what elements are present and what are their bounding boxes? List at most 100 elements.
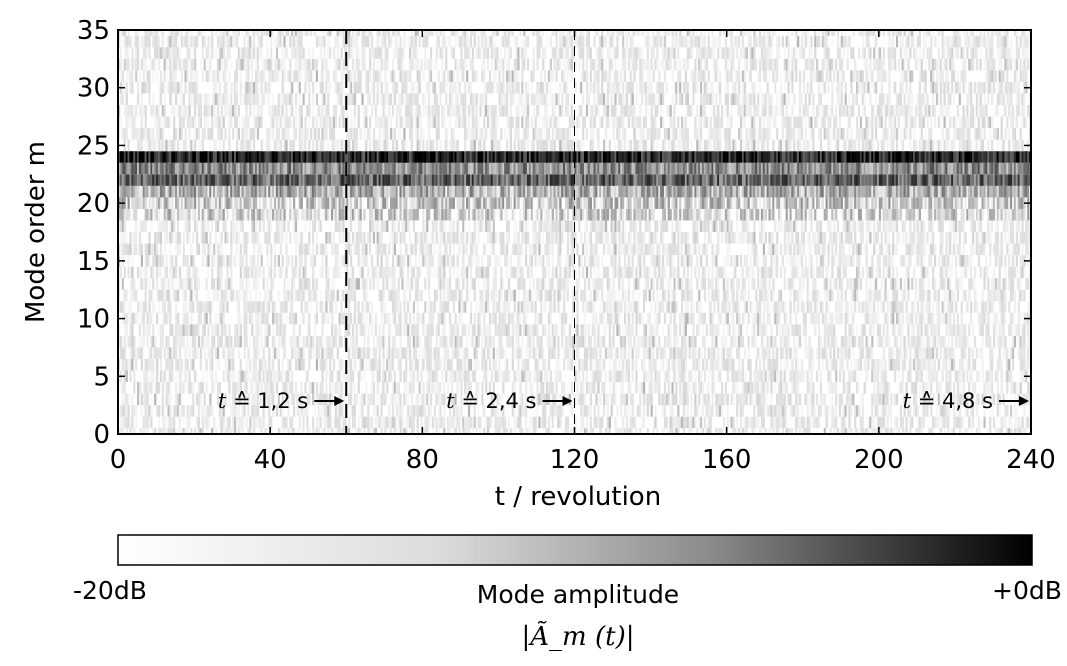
heatmap-cell: [190, 324, 193, 336]
heatmap-cell: [157, 416, 161, 429]
heatmap-cell: [336, 289, 339, 302]
heatmap-cell: [283, 416, 286, 429]
heatmap-cell: [966, 428, 969, 434]
heatmap-cell: [637, 301, 640, 313]
heatmap-cell: [323, 358, 326, 371]
heatmap-cell: [249, 255, 252, 267]
heatmap-cell: [433, 358, 436, 371]
heatmap-cell: [142, 324, 145, 336]
heatmap-cell: [445, 301, 448, 313]
heatmap-cell: [532, 393, 535, 406]
heatmap-cell: [612, 278, 615, 290]
heatmap-cell: [382, 301, 385, 313]
heatmap-cell: [966, 358, 969, 371]
heatmap-cell: [937, 358, 940, 371]
heatmap-cell: [720, 347, 724, 359]
heatmap-cell: [292, 312, 296, 325]
heatmap-cell: [321, 358, 324, 371]
heatmap-cell: [506, 428, 509, 434]
heatmap-cell: [947, 335, 950, 348]
heatmap-cell: [123, 405, 126, 417]
heatmap-cell: [983, 416, 986, 429]
heatmap-cell: [897, 301, 901, 313]
heatmap-cell: [856, 255, 859, 267]
heatmap-cell: [871, 370, 874, 383]
heatmap-cell: [243, 382, 246, 394]
heatmap-cell: [785, 255, 788, 267]
heatmap-cell: [738, 370, 741, 383]
heatmap-cell: [684, 255, 688, 267]
heatmap-cell: [827, 324, 830, 336]
heatmap-cell: [289, 416, 292, 429]
heatmap-cell: [907, 335, 910, 348]
heatmap-cell: [757, 382, 760, 394]
heatmap-cell: [161, 324, 164, 336]
heatmap-cell: [994, 312, 998, 325]
heatmap-cell: [329, 393, 332, 406]
heatmap-cell: [724, 335, 727, 348]
heatmap-cell: [629, 324, 632, 336]
heatmap-cell: [700, 278, 703, 290]
heatmap-cell: [751, 393, 754, 406]
heatmap-cell: [511, 266, 514, 279]
heatmap-cell: [407, 324, 410, 336]
heatmap-cell: [941, 405, 944, 417]
heatmap-cell: [928, 382, 931, 394]
heatmap-cell: [163, 243, 166, 256]
heatmap-cell: [319, 358, 322, 371]
heatmap-cell: [178, 335, 182, 348]
heatmap-cell: [762, 416, 766, 429]
heatmap-cell: [717, 289, 720, 302]
heatmap-cell: [405, 289, 408, 302]
heatmap-cell: [846, 405, 849, 417]
heatmap-cell: [504, 301, 507, 313]
heatmap-cell: [755, 335, 758, 348]
heatmap-cell: [817, 416, 821, 429]
heatmap-cell: [772, 289, 775, 302]
heatmap-cell: [810, 358, 813, 371]
heatmap-cell: [711, 393, 714, 406]
heatmap-cell: [315, 428, 319, 434]
heatmap-cell: [1023, 289, 1026, 302]
heatmap-cell: [215, 347, 218, 359]
heatmap-cell: [797, 370, 800, 383]
heatmap-cell: [253, 243, 256, 256]
heatmap-cell: [403, 347, 406, 359]
heatmap-cell: [308, 335, 311, 348]
heatmap-cell: [176, 289, 180, 302]
heatmap-cell: [169, 255, 172, 267]
heatmap-cell: [441, 370, 444, 383]
heatmap-cell: [161, 370, 164, 383]
heatmap-cell: [734, 324, 737, 336]
heatmap-cell: [334, 255, 338, 267]
heatmap-cell: [743, 347, 746, 359]
heatmap-cell: [332, 382, 336, 394]
heatmap-cell: [736, 278, 739, 290]
heatmap-cell: [350, 255, 353, 267]
heatmap-cell: [207, 255, 210, 267]
heatmap-cell: [954, 405, 958, 417]
heatmap-cell: [922, 301, 925, 313]
heatmap-cell: [726, 324, 729, 336]
heatmap-cell: [498, 255, 501, 267]
heatmap-cell: [247, 278, 250, 290]
heatmap-cell: [315, 243, 319, 256]
heatmap-cell: [367, 324, 370, 336]
heatmap-cell: [928, 393, 931, 406]
heatmap-cell: [759, 278, 762, 290]
heatmap-cell: [637, 335, 640, 348]
heatmap-cell: [342, 382, 345, 394]
heatmap-cell: [161, 289, 164, 302]
heatmap-cell: [739, 324, 743, 336]
heatmap-cell: [584, 255, 587, 267]
heatmap-cell: [806, 347, 809, 359]
heatmap-cell: [384, 243, 387, 256]
heatmap-cell: [382, 358, 385, 371]
heatmap-cell: [393, 289, 396, 302]
heatmap-cell: [479, 428, 482, 434]
heatmap-cell: [920, 347, 923, 359]
heatmap-cell: [958, 382, 961, 394]
heatmap-cell: [766, 335, 769, 348]
heatmap-cell: [348, 278, 351, 290]
heatmap-cell: [203, 312, 206, 325]
